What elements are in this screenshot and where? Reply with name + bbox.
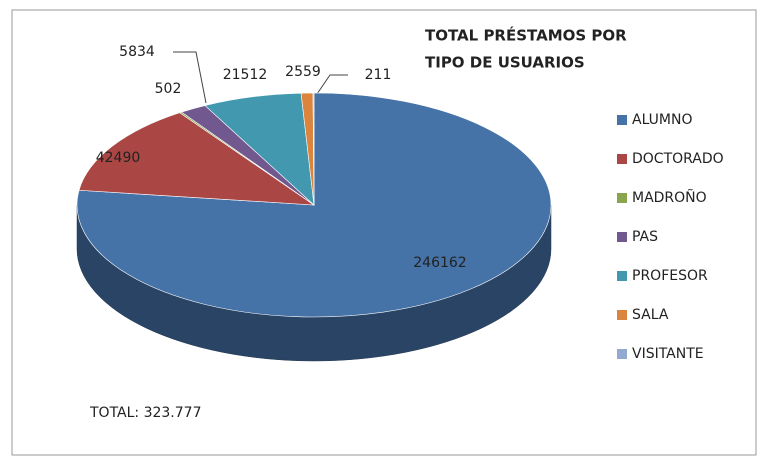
- legend-label: ALUMNO: [632, 112, 693, 128]
- legend-label: PAS: [632, 229, 658, 245]
- legend-swatch: [617, 154, 627, 164]
- data-label: 5834: [119, 44, 155, 60]
- chart-title: TOTAL PRÉSTAMOS POR: [425, 26, 627, 45]
- data-label: 42490: [96, 150, 141, 166]
- pie-slice: [78, 112, 316, 206]
- pie-slice: [312, 92, 315, 206]
- legend-swatch: [617, 271, 627, 281]
- data-label: 211: [365, 67, 392, 83]
- leader-line: [316, 74, 348, 95]
- chart-title: TIPO DE USUARIOS: [425, 54, 585, 72]
- total-annotation: TOTAL: 323.777: [89, 405, 201, 421]
- legend-swatch: [617, 349, 627, 359]
- legend-swatch: [617, 232, 627, 242]
- legend-label: PROFESOR: [632, 268, 708, 284]
- legend-label: DOCTORADO: [632, 151, 724, 167]
- legend-label: VISITANTE: [632, 346, 704, 362]
- data-label: 246162: [413, 255, 466, 271]
- leader-line: [173, 51, 207, 104]
- data-label: 502: [155, 81, 182, 97]
- legend-label: SALA: [632, 307, 669, 323]
- legend-swatch: [617, 310, 627, 320]
- legend-swatch: [617, 115, 627, 125]
- legend-swatch: [617, 193, 627, 203]
- legend-label: MADROÑO: [632, 189, 707, 206]
- data-label: 21512: [223, 67, 268, 83]
- data-label: 2559: [285, 64, 321, 80]
